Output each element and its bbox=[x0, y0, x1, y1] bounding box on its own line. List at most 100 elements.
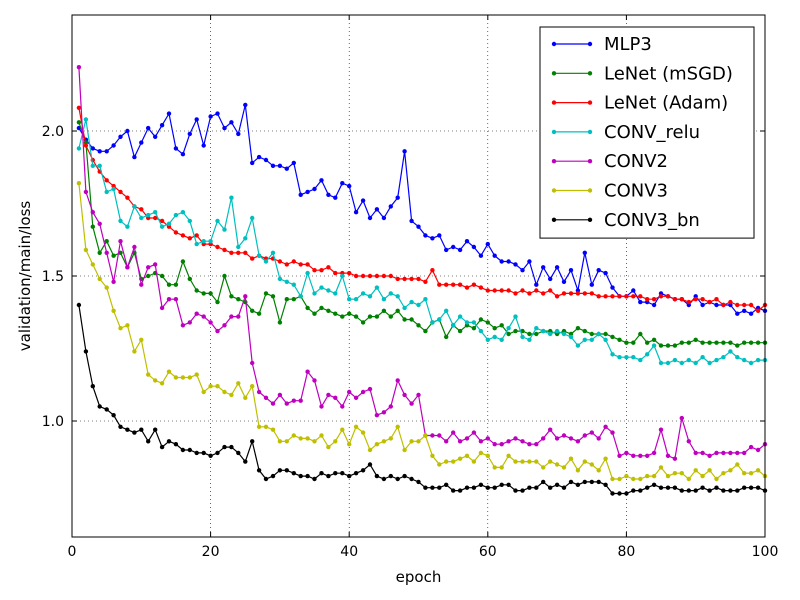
data-point bbox=[548, 331, 553, 337]
data-point bbox=[582, 479, 587, 485]
data-point bbox=[485, 436, 490, 441]
data-point bbox=[492, 288, 497, 293]
data-point bbox=[575, 326, 581, 331]
data-point bbox=[402, 473, 407, 479]
data-point bbox=[589, 291, 594, 296]
data-point bbox=[250, 360, 255, 366]
data-point bbox=[201, 291, 206, 296]
data-point bbox=[638, 331, 643, 337]
data-point bbox=[582, 433, 587, 438]
data-point bbox=[561, 279, 567, 284]
data-point bbox=[139, 337, 144, 342]
data-point bbox=[568, 436, 574, 441]
data-point bbox=[610, 294, 615, 299]
data-point bbox=[748, 302, 754, 308]
data-point bbox=[651, 450, 657, 456]
data-point bbox=[291, 160, 296, 166]
data-point bbox=[714, 340, 719, 345]
data-point bbox=[333, 471, 338, 476]
data-point bbox=[582, 459, 587, 464]
data-point bbox=[527, 485, 532, 490]
data-point bbox=[146, 265, 151, 270]
data-point bbox=[520, 459, 525, 464]
data-point bbox=[340, 471, 345, 476]
legend-label: LeNet (mSGD) bbox=[604, 63, 733, 84]
data-point bbox=[534, 282, 539, 287]
data-point bbox=[215, 244, 220, 250]
data-point bbox=[326, 473, 331, 479]
data-point bbox=[492, 465, 497, 470]
data-point bbox=[277, 259, 283, 264]
data-point bbox=[638, 294, 643, 299]
data-point bbox=[520, 488, 525, 493]
data-point bbox=[166, 282, 172, 287]
data-point bbox=[568, 291, 574, 296]
data-point bbox=[742, 450, 747, 456]
data-point bbox=[492, 334, 497, 340]
data-point bbox=[631, 488, 636, 493]
data-point bbox=[575, 343, 581, 348]
data-point bbox=[388, 291, 393, 296]
data-point bbox=[707, 299, 712, 305]
data-point bbox=[728, 488, 733, 493]
series-lines bbox=[76, 65, 768, 496]
data-point bbox=[631, 476, 636, 482]
data-point bbox=[409, 476, 414, 482]
x-tick-label: 20 bbox=[202, 544, 220, 560]
data-point bbox=[83, 189, 89, 195]
data-point bbox=[305, 473, 310, 479]
data-point bbox=[90, 163, 96, 168]
data-point bbox=[423, 297, 428, 302]
data-point bbox=[735, 462, 740, 467]
data-point bbox=[409, 218, 414, 224]
data-point bbox=[97, 404, 102, 409]
data-point bbox=[679, 471, 684, 476]
data-point bbox=[250, 308, 255, 313]
data-point bbox=[173, 146, 179, 151]
data-point bbox=[485, 241, 490, 247]
data-point bbox=[353, 297, 359, 302]
data-point bbox=[693, 468, 698, 473]
data-point bbox=[423, 328, 428, 334]
data-point bbox=[672, 297, 678, 302]
data-point bbox=[118, 134, 123, 139]
data-point bbox=[554, 265, 560, 270]
data-point bbox=[125, 224, 130, 229]
data-point bbox=[180, 447, 186, 453]
data-point bbox=[256, 253, 262, 258]
data-point bbox=[506, 453, 511, 458]
data-point bbox=[256, 389, 262, 395]
data-point bbox=[166, 111, 172, 116]
data-point bbox=[139, 215, 144, 221]
data-point bbox=[388, 314, 393, 319]
data-point bbox=[451, 282, 456, 287]
data-point bbox=[464, 436, 470, 441]
data-point bbox=[707, 488, 712, 493]
data-point bbox=[374, 473, 380, 479]
data-point bbox=[159, 123, 165, 128]
data-point bbox=[153, 215, 158, 221]
data-point bbox=[104, 250, 109, 255]
data-point bbox=[97, 221, 102, 226]
data-point bbox=[624, 450, 629, 456]
legend: MLP3 LeNet (mSGD) LeNet (Adam) CONV_relu CON… bbox=[539, 26, 755, 239]
data-point bbox=[76, 181, 82, 186]
data-point bbox=[658, 294, 664, 299]
legend-marker bbox=[587, 129, 593, 135]
legend-label: CONV_relu bbox=[604, 122, 700, 143]
data-point bbox=[748, 471, 754, 476]
data-point bbox=[471, 320, 477, 325]
data-point bbox=[672, 471, 678, 476]
data-point bbox=[118, 326, 123, 331]
data-point bbox=[236, 250, 241, 255]
data-point bbox=[693, 297, 698, 302]
legend-marker bbox=[551, 41, 557, 47]
data-point bbox=[298, 436, 303, 441]
data-point bbox=[229, 392, 234, 398]
data-point bbox=[236, 381, 241, 386]
data-point bbox=[437, 282, 442, 287]
data-point bbox=[180, 152, 186, 157]
data-point bbox=[444, 282, 449, 287]
data-point bbox=[139, 140, 144, 145]
data-point bbox=[298, 262, 303, 267]
